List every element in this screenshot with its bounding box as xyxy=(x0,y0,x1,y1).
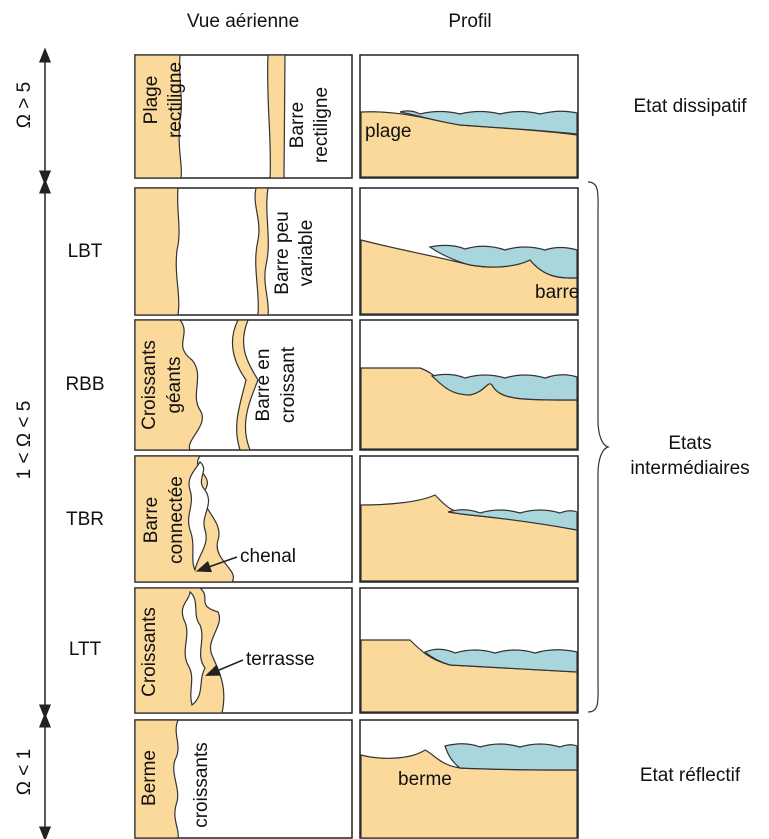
bar xyxy=(266,54,286,179)
regime-label: Ω > 5 xyxy=(14,82,35,128)
beach-sand xyxy=(134,54,183,179)
brace xyxy=(587,181,610,713)
aerial-label: rectiligne xyxy=(165,62,186,138)
callout: terrasse xyxy=(246,649,315,670)
callout-arrow xyxy=(195,556,238,573)
channel xyxy=(187,461,210,572)
beach-sand xyxy=(134,719,179,839)
terrace-gap xyxy=(181,590,206,707)
aerial-label: Berme xyxy=(139,750,160,806)
aerial-label: Barre xyxy=(287,102,308,148)
aerial-label: Barre xyxy=(141,497,162,543)
aerial-label: Croissants xyxy=(139,607,160,697)
beach-sand xyxy=(134,319,203,451)
profile-water xyxy=(423,648,578,673)
aerial-label: Plage xyxy=(141,76,162,125)
aerial-label: rectiligne xyxy=(311,87,332,163)
aerial-label: croissant xyxy=(278,346,299,423)
aerial-label: Croissants xyxy=(139,340,160,430)
aerial-label: géants xyxy=(164,356,185,413)
callout: chenal xyxy=(240,546,296,567)
profile-label: plage xyxy=(365,121,412,142)
bar xyxy=(254,187,269,316)
regime-label: 1 < Ω < 5 xyxy=(14,401,35,480)
profile-water xyxy=(444,743,578,771)
row-code: LTT xyxy=(69,639,102,660)
state-label: Etats xyxy=(668,433,711,454)
profile-label: berme xyxy=(398,769,452,790)
aerial-label: connectée xyxy=(166,476,187,564)
row-code: TBR xyxy=(66,509,104,530)
callout-arrow xyxy=(205,659,244,676)
regime-label: Ω < 1 xyxy=(14,749,35,795)
aerial-label: Barre peu xyxy=(272,211,293,294)
profile-water xyxy=(447,509,578,531)
profile-water xyxy=(428,244,578,279)
aerial-label: variable xyxy=(296,220,317,287)
state-label: Etat dissipatif xyxy=(634,96,748,117)
header-aerial: Vue aérienne xyxy=(187,11,299,32)
bar xyxy=(231,319,259,451)
beach-sand xyxy=(134,187,180,316)
state-label: Etat réflectif xyxy=(640,765,741,786)
state-label: intermédiaires xyxy=(630,458,749,479)
row-code: LBT xyxy=(68,241,103,262)
aerial-label: croissants xyxy=(191,742,212,828)
aerial-label: Barre en xyxy=(253,349,274,422)
profile-water xyxy=(430,373,578,401)
row-code: RBB xyxy=(65,374,104,395)
profile-water xyxy=(399,110,578,135)
profile-label: barre xyxy=(535,282,579,303)
header-profile: Profil xyxy=(448,11,491,32)
